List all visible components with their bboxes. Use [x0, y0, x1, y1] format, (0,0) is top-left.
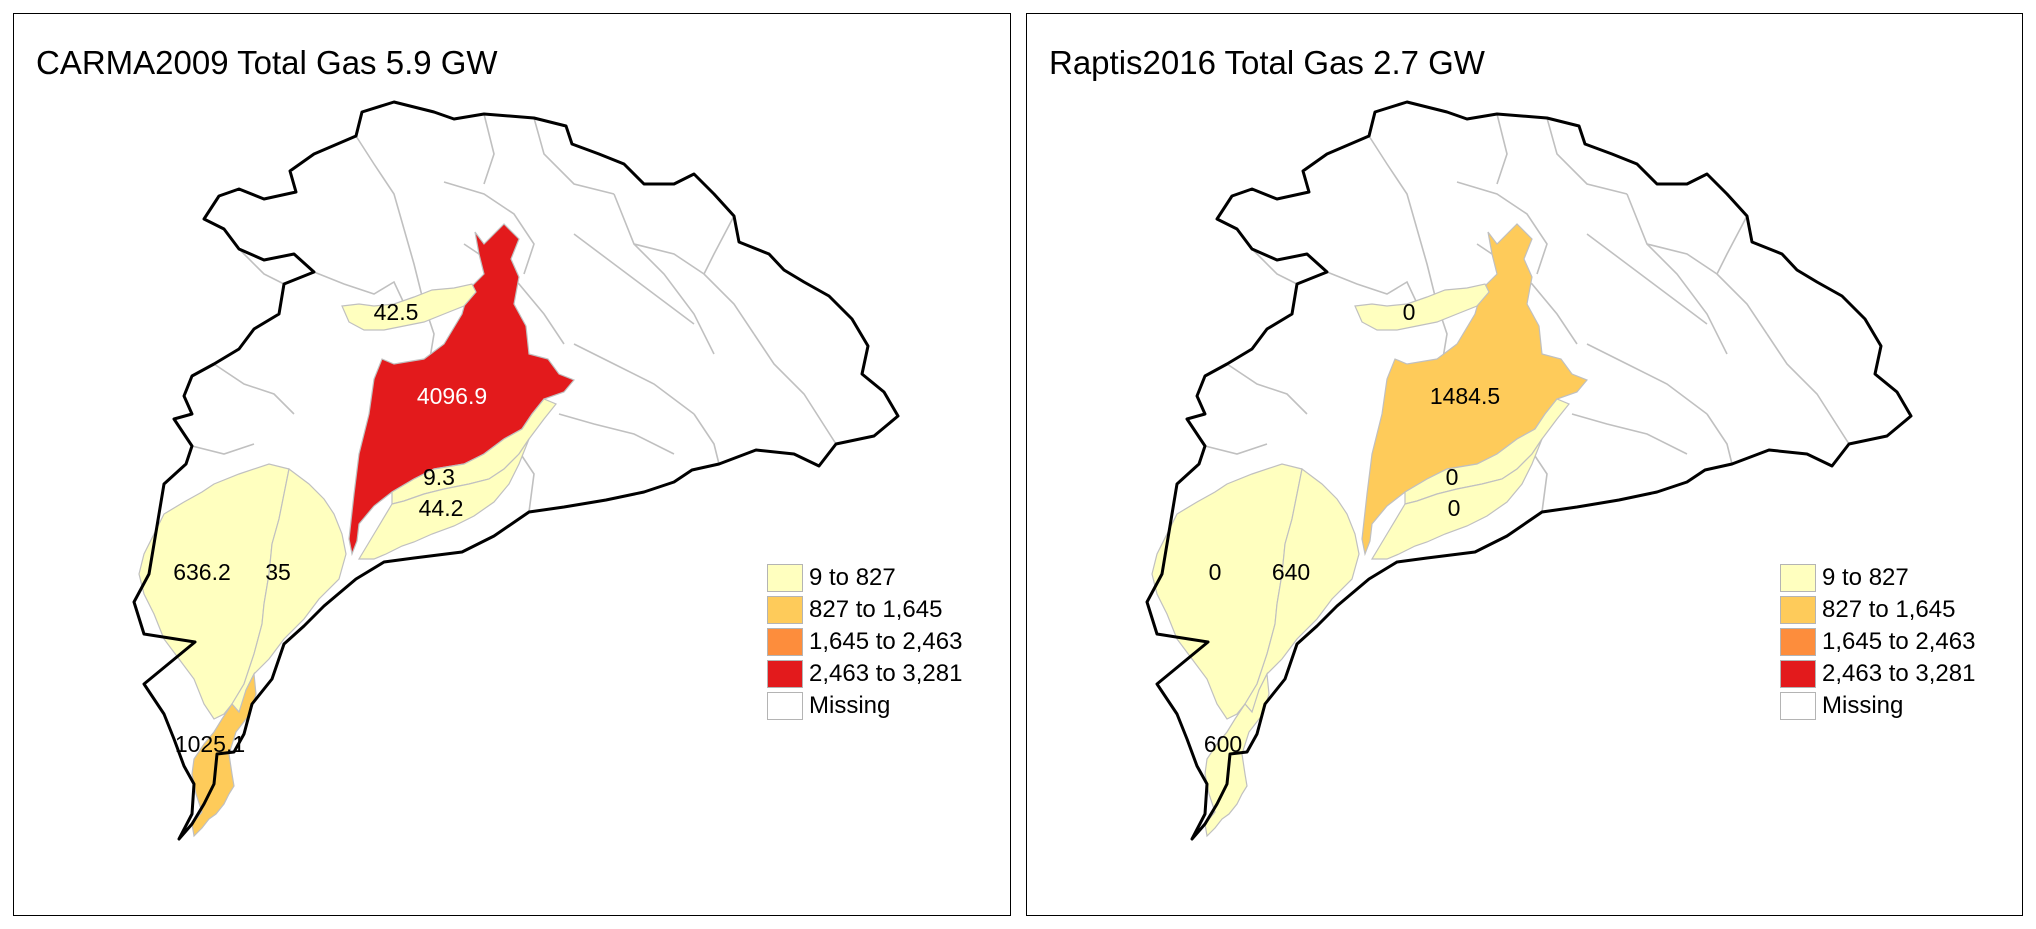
legend-swatch [767, 564, 803, 592]
legend-item: Missing [767, 690, 962, 722]
sub-basin-boundary [1226, 363, 1308, 415]
legend-swatch [767, 596, 803, 624]
map-title: Raptis2016 Total Gas 2.7 GW [1049, 44, 1485, 81]
region-value-label: 35 [265, 559, 291, 585]
sub-basin-boundary [533, 117, 615, 195]
choropleth-map: 0 1484.5 0 0 0 640 600 [1145, 100, 1913, 841]
sub-basin-boundary [1326, 271, 1423, 315]
region-value-label: 44.2 [419, 495, 464, 521]
sub-basin-boundary [443, 181, 535, 275]
sub-basin-boundary [753, 333, 837, 445]
sub-basin-boundary [693, 413, 720, 465]
region-value-label: 640 [1272, 559, 1310, 585]
map-panel-carma2009: CARMA2009 Total Gas 5.9 GW 42.5 4096.9 9.3… [13, 13, 1011, 916]
legend-label: 1,645 to 2,463 [1822, 628, 1976, 655]
legend-label: 9 to 827 [809, 564, 896, 591]
legend-label: 1,645 to 2,463 [809, 628, 963, 655]
legend-item: 1,645 to 2,463 [767, 626, 962, 658]
region-value-label: 1025.1 [175, 731, 245, 757]
region-central-strip-b [1370, 438, 1543, 560]
legend-item: 9 to 827 [1780, 562, 1975, 594]
region-value-label: 636.2 [173, 559, 231, 585]
legend-item: 2,463 to 3,281 [1780, 658, 1975, 690]
region-value-label: 0 [1403, 299, 1416, 325]
sub-basin-boundary [1571, 413, 1688, 455]
sub-basin-boundary [1204, 443, 1268, 455]
legend-swatch [1780, 596, 1816, 624]
legend-swatch [767, 692, 803, 720]
sub-basin-boundary [213, 363, 295, 415]
sub-basin-boundary [355, 135, 405, 230]
region-value-label: 4096.9 [417, 383, 487, 409]
sub-basin-boundary [1586, 343, 1708, 415]
sub-basin-boundary [191, 443, 255, 455]
sub-basin-boundary [1766, 333, 1850, 445]
sub-basin-boundary [1586, 233, 1708, 325]
legend-label: 9 to 827 [1822, 564, 1909, 591]
sub-basin-boundary [483, 113, 495, 185]
sub-basin-boundary [1496, 113, 1508, 185]
sub-basin-boundary [313, 271, 410, 315]
sub-basin-boundary [1706, 413, 1733, 465]
legend-label: 827 to 1,645 [1822, 596, 1956, 623]
map-panel-raptis2016: Raptis2016 Total Gas 2.7 GW 0 1484.5 0 0 0 64… [1026, 13, 2023, 916]
legend-item: 827 to 1,645 [1780, 594, 1975, 626]
basin-outline [132, 100, 900, 841]
region-value-label: 0 [1446, 464, 1459, 490]
legend-item: 1,645 to 2,463 [1780, 626, 1975, 658]
region-value-label: 9.3 [423, 464, 455, 490]
legend-label: 2,463 to 3,281 [1822, 660, 1976, 687]
region-value-label: 0 [1448, 495, 1461, 521]
sub-basin-boundary [613, 193, 715, 355]
legend-label: 827 to 1,645 [809, 596, 943, 623]
map-title: CARMA2009 Total Gas 5.9 GW [36, 44, 498, 81]
legend-label: Missing [809, 692, 891, 719]
sub-basin-boundary [1251, 248, 1298, 285]
legend-item: Missing [1780, 690, 1975, 722]
legend-swatch [1780, 564, 1816, 592]
region-value-label: 42.5 [374, 299, 419, 325]
legend-swatch [1780, 692, 1816, 720]
basin-outline [1145, 100, 1913, 841]
sub-basin-boundary [1626, 193, 1728, 355]
region-central-strip-b [357, 438, 530, 560]
legend-swatch [1780, 660, 1816, 688]
region-value-label: 0 [1209, 559, 1222, 585]
sub-basin-boundary [238, 248, 285, 285]
legend-swatch [1780, 628, 1816, 656]
legend-item: 827 to 1,645 [767, 594, 962, 626]
sub-basin-boundary [1368, 135, 1418, 230]
legend-label: 2,463 to 3,281 [809, 660, 963, 687]
sub-basin-boundary [1546, 117, 1628, 195]
sub-basin-boundary [573, 233, 695, 325]
legend-swatch [767, 628, 803, 656]
sub-basin-boundary [1716, 215, 1748, 275]
sub-basin-boundary [573, 343, 695, 415]
sub-basin-boundary [703, 215, 735, 275]
region-value-label: 1484.5 [1430, 383, 1500, 409]
sub-basin-boundary [558, 413, 675, 455]
legend-item: 2,463 to 3,281 [767, 658, 962, 690]
region-value-label: 600 [1204, 731, 1242, 757]
sub-basin-boundary [1456, 181, 1548, 275]
legend-item: 9 to 827 [767, 562, 962, 594]
legend-swatch [767, 660, 803, 688]
legend: 9 to 827 827 to 1,645 1,645 to 2,463 2,4… [1780, 562, 1975, 722]
choropleth-map: 42.5 4096.9 9.3 44.2 636.2 35 1025.1 [132, 100, 900, 841]
region-northern-strip [1354, 283, 1490, 331]
region-northern-strip [341, 283, 477, 331]
legend-label: Missing [1822, 692, 1904, 719]
legend: 9 to 827 827 to 1,645 1,645 to 2,463 2,4… [767, 562, 962, 722]
